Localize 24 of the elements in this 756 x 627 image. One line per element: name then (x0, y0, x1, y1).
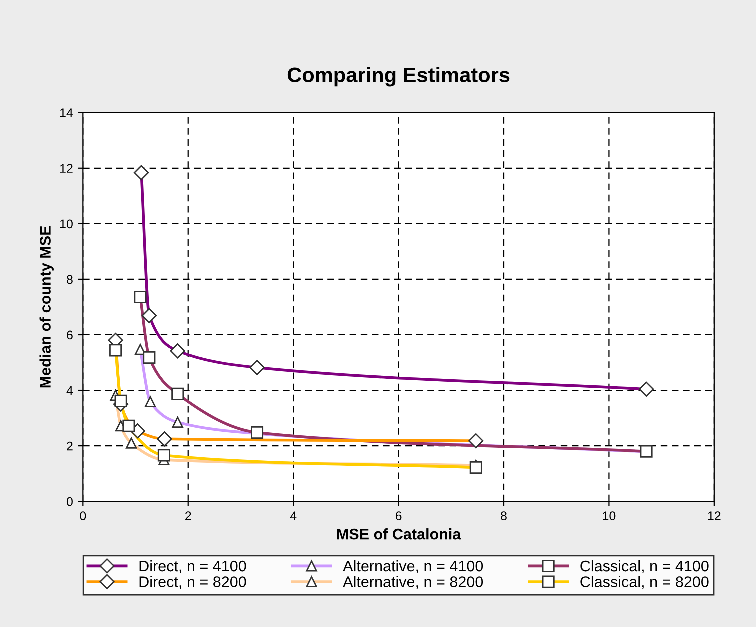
legend-label: Direct, n = 8200 (140, 576, 246, 590)
y-axis-title: Median of county MSE (40, 226, 54, 388)
y-tick-label: 4 (66, 386, 74, 396)
legend-label: Direct, n = 4100 (140, 560, 246, 574)
y-tick-label: 2 (67, 442, 73, 451)
legend-label: Classical, n = 8200 (580, 576, 709, 590)
legend-label: Alternative, n = 4100 (343, 560, 484, 574)
x-tick-label: 4 (290, 512, 297, 520)
x-tick-label: 2 (186, 512, 192, 520)
y-tick-label: 8 (67, 275, 73, 284)
x-tick-label: 0 (80, 512, 86, 521)
x-tick-label: 6 (396, 512, 402, 521)
legend-label: Alternative, n = 8200 (343, 576, 484, 590)
legend-label: Classical, n = 4100 (580, 560, 709, 574)
x-tick-label: 10 (603, 512, 616, 521)
x-tick-label: 12 (708, 512, 721, 520)
y-tick-label: 14 (60, 108, 74, 118)
x-tick-label: 8 (501, 512, 507, 521)
y-tick-label: 0 (66, 497, 73, 506)
y-tick-label: 10 (60, 220, 73, 229)
x-axis-title: MSE of Catalonia (337, 528, 462, 540)
chart-title: Comparing Estimators (288, 67, 510, 87)
y-tick-label: 12 (60, 164, 73, 173)
y-tick-label: 6 (67, 330, 73, 340)
